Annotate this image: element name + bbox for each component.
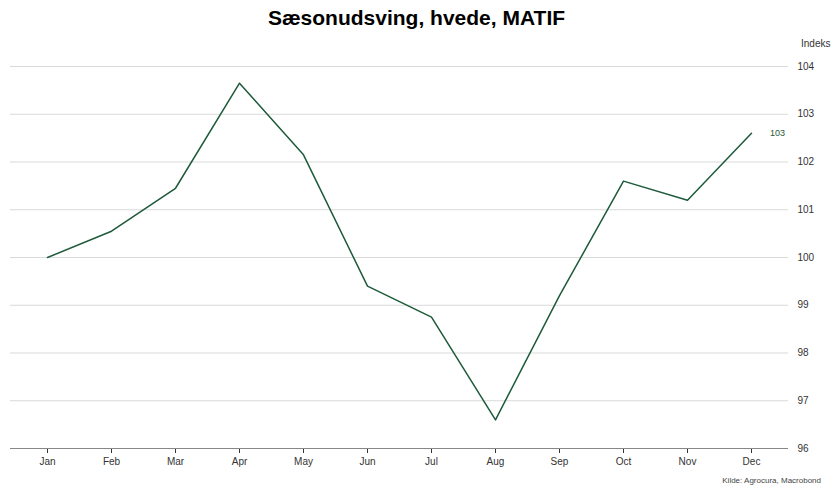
svg-text:Oct: Oct <box>616 456 632 467</box>
svg-text:103: 103 <box>770 128 785 138</box>
svg-text:Dec: Dec <box>743 456 761 467</box>
html-text:Sæsonudsving, hvede, MATIF: Sæsonudsving, hvede, MATIF <box>267 6 566 29</box>
svg-text:Jun: Jun <box>359 456 375 467</box>
svg-text:Feb: Feb <box>103 456 121 467</box>
svg-text:102: 102 <box>798 156 815 167</box>
svg-text:Jan: Jan <box>39 456 55 467</box>
svg-text:99: 99 <box>798 299 810 310</box>
svg-text:Apr: Apr <box>232 456 248 467</box>
svg-text:May: May <box>294 456 313 467</box>
html-text:Kilde: Agrocura, Macrobond: Kilde: Agrocura, Macrobond <box>722 476 821 485</box>
svg-text:Sep: Sep <box>551 456 569 467</box>
svg-text:104: 104 <box>798 61 815 72</box>
svg-text:100: 100 <box>798 252 815 263</box>
svg-text:96: 96 <box>798 443 810 454</box>
svg-text:Nov: Nov <box>679 456 697 467</box>
svg-text:101: 101 <box>798 204 815 215</box>
svg-text:Jul: Jul <box>425 456 438 467</box>
svg-text:Indeks: Indeks <box>801 38 830 49</box>
svg-text:Mar: Mar <box>167 456 185 467</box>
svg-text:103: 103 <box>798 108 815 119</box>
svg-text:Aug: Aug <box>487 456 505 467</box>
svg-text:97: 97 <box>798 395 810 406</box>
svg-text:98: 98 <box>798 347 810 358</box>
